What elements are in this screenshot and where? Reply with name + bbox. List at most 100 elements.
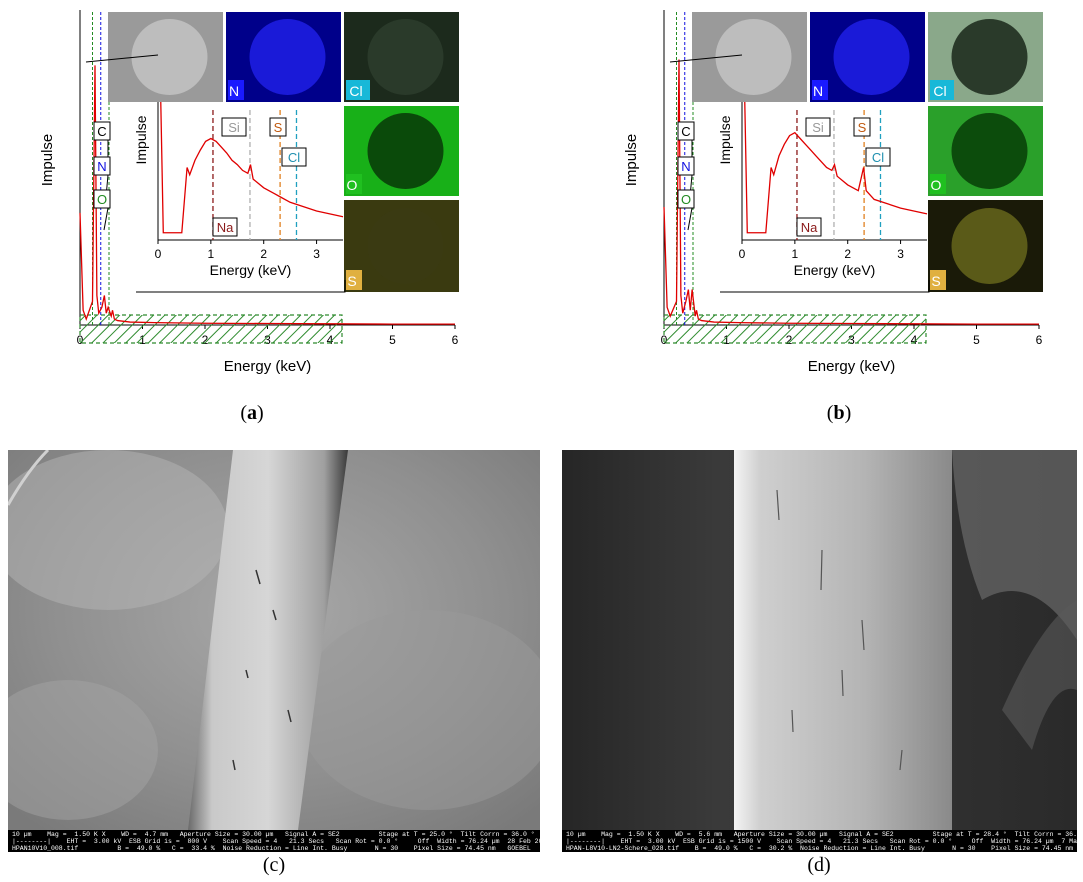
b-inset-label-Cl-box [865, 147, 891, 167]
a-map-tag-n [228, 80, 244, 100]
a-inset-bg [133, 80, 345, 280]
b-map-tag-label-cl: Cl [933, 83, 946, 99]
a-inset-tick-label: 0 [155, 247, 162, 261]
b-map-connector [669, 54, 743, 63]
caption-b: (b) [826, 402, 852, 424]
a-map-se-particle [131, 19, 208, 95]
a-zoom-region [79, 314, 343, 344]
b-inset-connector [720, 280, 930, 293]
a-peak-label-N: N [97, 159, 106, 174]
b-inset-y-title: Impulse [717, 115, 733, 164]
b-peak-arrow [687, 207, 693, 231]
a-peak-label-O-box [93, 189, 111, 209]
b-map-tag-label-o: O [931, 177, 942, 193]
b-inset-label-Si: Si [812, 120, 824, 135]
b-y-axis-title: Impulse [623, 134, 640, 187]
sem-info-bar-c: 10 µm Mag = 1.50 K X WD = 4.7 mm Apertur… [8, 830, 540, 852]
a-peak-label-C: C [97, 124, 106, 139]
b-map-tag-n [812, 80, 828, 100]
a-peak-label-N-box [93, 156, 111, 176]
a-y-axis-title: Impulse [39, 134, 56, 187]
sem-image-c: 10 µm Mag = 1.50 K X WD = 4.7 mm Apertur… [8, 450, 540, 852]
a-inset-label-Si: Si [228, 120, 240, 135]
b-peak-label-C-box [677, 121, 695, 141]
b-zoom-region [663, 314, 927, 344]
b-map-cl-particle [951, 19, 1028, 95]
a-inset-label-Cl: Cl [288, 150, 300, 165]
a-map-n-particle [249, 19, 326, 95]
b-peak-label-C: C [681, 124, 690, 139]
a-peak-arrow [103, 207, 109, 231]
b-inset-tick-label: 1 [792, 247, 799, 261]
b-x-tick-label: 6 [1036, 333, 1043, 347]
a-peak-label-C-box [93, 121, 111, 141]
a-map-tag-label-n: N [229, 83, 239, 99]
b-x-axis-title: Energy (keV) [808, 358, 896, 375]
a-map-tag-label-o: O [347, 177, 358, 193]
b-spectrum-line [663, 59, 1039, 325]
b-inset-label-S-box [853, 117, 871, 137]
a-map-cl-particle [367, 19, 444, 95]
a-x-tick-label: 5 [389, 333, 396, 347]
b-map-tag-label-n: N [813, 83, 823, 99]
a-x-tick-label: 6 [452, 333, 459, 347]
b-map-s-particle [951, 208, 1028, 284]
caption-a: (a) [240, 402, 264, 424]
b-map-tag-label-s: S [931, 273, 940, 289]
a-inset-connector [136, 280, 346, 293]
b-map-o-particle [951, 113, 1028, 189]
caption-d: (d) [807, 854, 831, 876]
panel-b-figure: 0123456Energy (keV)ImpulseCNO0123Energy … [622, 0, 1062, 385]
a-inset-label-Na: Na [217, 220, 234, 235]
sem-fiber-c [8, 450, 540, 852]
b-inset-x-title: Energy (keV) [794, 262, 876, 278]
a-spectrum-line [79, 65, 455, 325]
sem-info-bar-d: 10 µm Mag = 1.50 K X WD = 5.6 mm Apertur… [562, 830, 1077, 852]
a-x-axis-title: Energy (keV) [224, 358, 312, 375]
b-inset-label-Na-box [796, 217, 822, 237]
b-map-tag-cl [930, 80, 954, 100]
a-inset-label-S: S [274, 120, 283, 135]
a-map-s-particle [367, 208, 444, 284]
a-map-tag-o [346, 174, 362, 194]
b-inset-tick-label: 2 [844, 247, 851, 261]
b-x-tick-label: 5 [973, 333, 980, 347]
panel-a-figure: 0123456Energy (keV)ImpulseCNO0123Energy … [38, 0, 468, 385]
a-inset-spectrum-line [159, 94, 344, 234]
a-map-connector [85, 54, 159, 63]
b-inset-spectrum-line [743, 94, 928, 234]
b-inset-bg [717, 80, 929, 280]
b-map-se-particle [715, 19, 792, 95]
a-map-tag-s [346, 270, 362, 290]
a-map-tag-label-s: S [347, 273, 356, 289]
b-inset-tick-label: 3 [897, 247, 904, 261]
a-inset-x-title: Energy (keV) [210, 262, 292, 278]
a-inset-tick-label: 3 [313, 247, 320, 261]
a-inset-label-Na-box [212, 217, 238, 237]
b-inset-label-S: S [858, 120, 867, 135]
b-peak-label-N-box [677, 156, 695, 176]
b-peak-label-O-box [677, 189, 695, 209]
b-map-tag-o [930, 174, 946, 194]
b-inset-label-Si-box [805, 117, 831, 137]
sem-fiber-d [562, 450, 1077, 852]
b-peak-label-N: N [681, 159, 690, 174]
b-peak-label-O: O [681, 192, 691, 207]
a-inset-y-title: Impulse [133, 115, 149, 164]
a-inset-tick-label: 2 [260, 247, 267, 261]
eds-chart-a: 0123456Energy (keV)ImpulseCNO0123Energy … [39, 10, 459, 375]
a-map-tag-label-cl: Cl [349, 83, 362, 99]
caption-c: (c) [262, 854, 286, 876]
a-map-o-particle [367, 113, 444, 189]
b-inset-label-Cl: Cl [872, 150, 884, 165]
b-inset-tick-label: 0 [739, 247, 746, 261]
eds-chart-b: 0123456Energy (keV)ImpulseCNO0123Energy … [623, 10, 1043, 375]
b-inset-label-Na: Na [801, 220, 818, 235]
a-inset-label-Si-box [221, 117, 247, 137]
b-map-n-particle [833, 19, 910, 95]
sem-image-d: 10 µm Mag = 1.50 K X WD = 5.6 mm Apertur… [562, 450, 1077, 852]
a-inset-tick-label: 1 [208, 247, 215, 261]
a-map-tag-cl [346, 80, 370, 100]
a-peak-label-O: O [97, 192, 107, 207]
a-inset-label-S-box [269, 117, 287, 137]
